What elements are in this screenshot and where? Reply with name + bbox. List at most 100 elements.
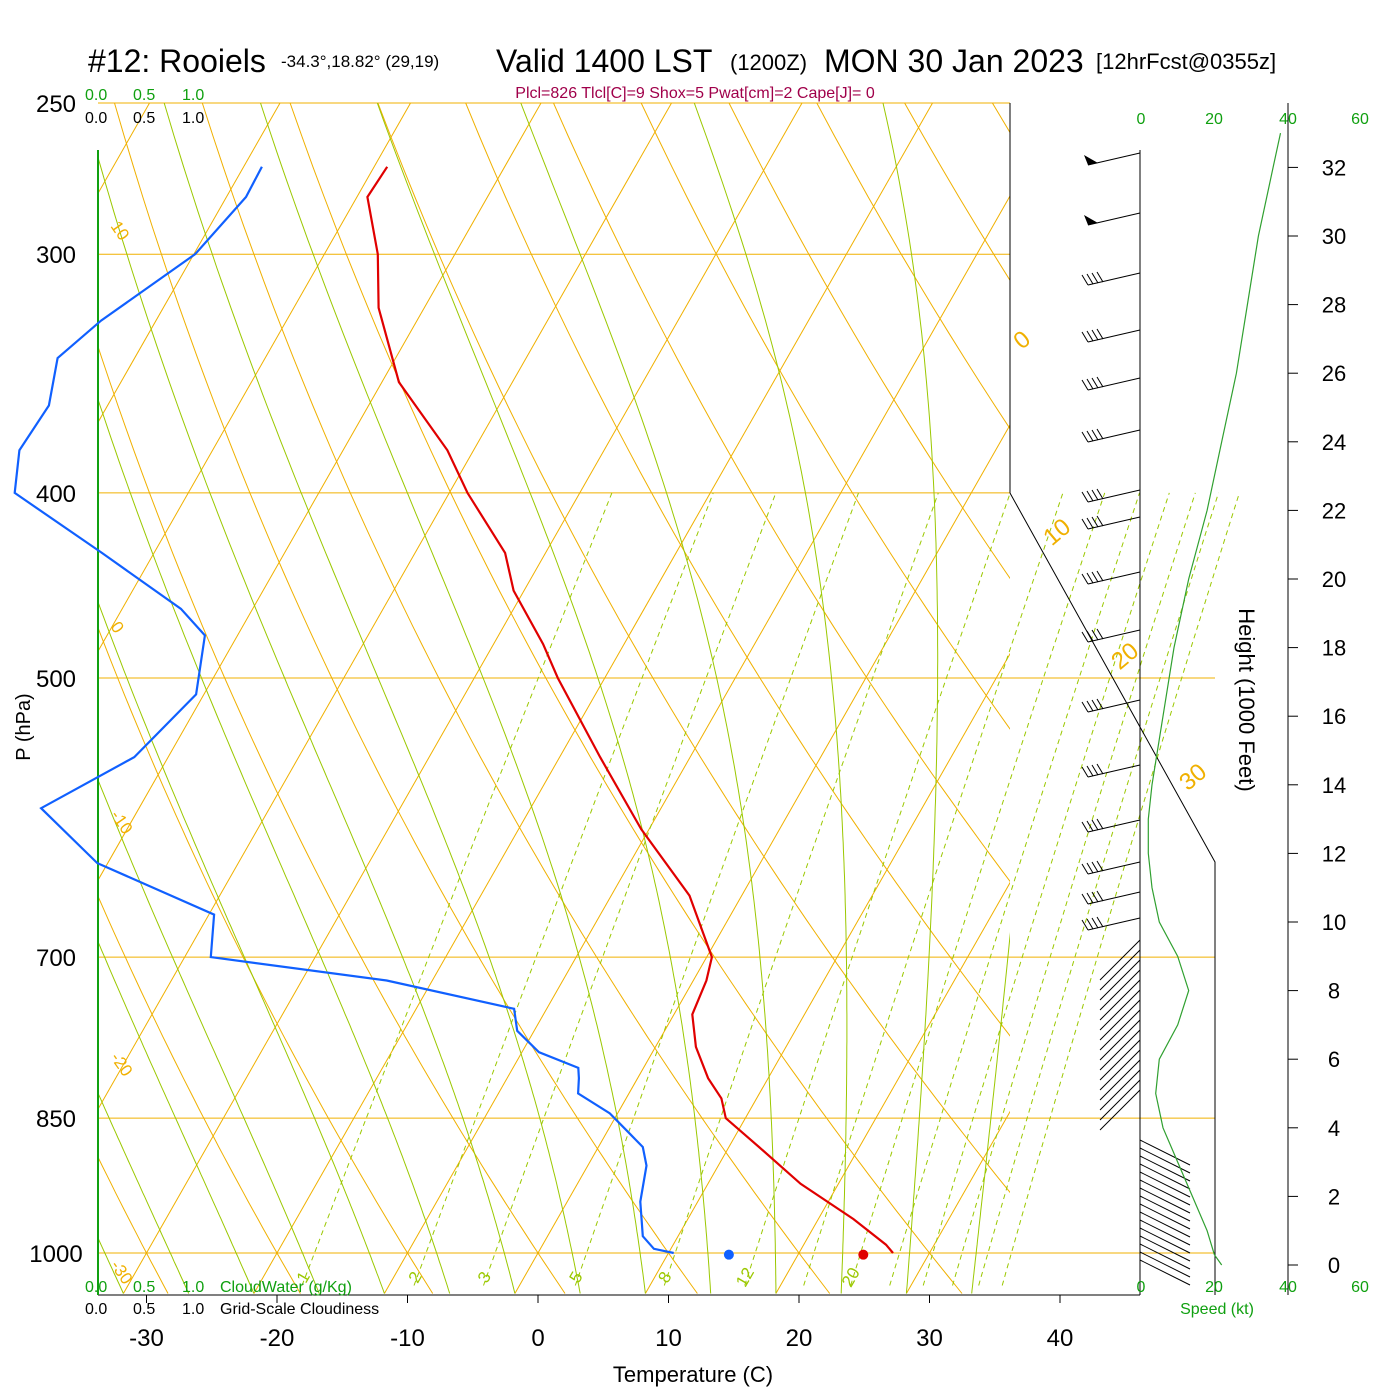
wind-barb — [1087, 861, 1141, 875]
wind-barb-feather — [1081, 431, 1089, 443]
forecast-date: MON 30 Jan 2023 — [824, 43, 1084, 79]
mixing-ratio-line — [301, 492, 613, 1286]
speed-axis-label: Speed (kt) — [1180, 1301, 1254, 1318]
dry-adiabat — [816, 103, 1010, 430]
dry-adiabat-right-label: 20 — [1106, 637, 1144, 675]
isotherm — [253, 103, 934, 1294]
cloud-scale-top: 0.0 0.5 1.0 0.0 0.5 1.0 — [85, 87, 204, 127]
cloud-bottom-green-2: 1.0 — [182, 1279, 204, 1296]
mixing-ratio-line — [889, 492, 1140, 1286]
isotherm — [1167, 86, 1400, 1293]
wind-barb-feather — [1081, 518, 1089, 530]
dry-adiabat — [1344, 103, 1400, 1294]
isobar-lines — [98, 102, 1215, 1254]
wind-barb — [1087, 489, 1141, 503]
isotherm — [514, 423, 1010, 1294]
mixing-ratio-line — [850, 492, 1106, 1286]
wind-barb — [1099, 959, 1141, 1001]
wind-barb — [1099, 1069, 1141, 1111]
height-tick-label: 28 — [1322, 293, 1346, 318]
wind-barb — [1087, 699, 1141, 713]
height-tick-label: 12 — [1322, 841, 1346, 866]
y-axis-title: P (hPa) — [13, 693, 35, 760]
moist-adiabat — [98, 778, 320, 1294]
wind-barb-feather — [1086, 892, 1094, 904]
dry-adiabat — [201, 103, 831, 1294]
wind-barb-feather — [1096, 916, 1104, 928]
dry-adiabat-label: -30 — [107, 1257, 137, 1288]
dry-adiabat — [98, 1155, 169, 1294]
wind-barb — [1087, 764, 1141, 778]
wind-barb — [1099, 999, 1141, 1041]
isotherm — [775, 881, 1010, 1294]
sounding-traces — [13, 166, 894, 1260]
cloud-top-black-1: 0.5 — [133, 110, 155, 127]
height-tick-label: 30 — [1322, 224, 1346, 249]
sounding-indices: Plcl=826 Tlcl[C]=9 Shox=5 Pwat[cm]=2 Cap… — [515, 85, 875, 102]
height-tick-label: 16 — [1322, 704, 1346, 729]
x-tick-label: 40 — [1047, 1325, 1074, 1352]
dry-adiabat — [114, 103, 698, 1294]
wind-barb — [1139, 1139, 1191, 1166]
mixing-ratio-line — [1001, 492, 1240, 1286]
wind-barb-feather — [1096, 818, 1104, 830]
wind-barb — [1139, 1235, 1191, 1262]
wind-barb-feather — [1091, 516, 1099, 528]
station-coords: -34.3°,18.82° (29,19) — [281, 52, 439, 71]
height-tick-label: 32 — [1322, 155, 1346, 180]
station-title: #12: Rooiels — [88, 43, 266, 79]
wind-barb-feather — [1096, 698, 1104, 710]
dewpoint-line — [13, 166, 674, 1255]
mixing-ratio-line — [413, 492, 714, 1286]
isotherm — [98, 103, 151, 195]
wind-barb-feather — [1086, 517, 1094, 529]
y-tick-label: 700 — [36, 945, 76, 972]
cloud-top-green-0: 0.0 — [85, 87, 107, 104]
y-tick-label: 500 — [36, 666, 76, 693]
height-tick-label: 0 — [1328, 1253, 1340, 1278]
x-tick-label: -10 — [390, 1325, 425, 1352]
moist-adiabat — [971, 932, 1010, 1294]
wind-barb — [1139, 1195, 1191, 1222]
x-axis-title: Temperature (C) — [613, 1362, 773, 1387]
x-tick-label: 0 — [531, 1325, 544, 1352]
moist-adiabat — [693, 103, 848, 1294]
mixing-ratio-line — [952, 492, 1196, 1286]
speed-axis-bottom: 0 20 40 60 Speed (kt) — [1137, 1279, 1369, 1318]
wind-barb-feather — [1091, 891, 1099, 903]
dry-adiabat — [640, 103, 1010, 730]
height-tick-label: 6 — [1328, 1047, 1340, 1072]
wind-barb-feather — [1081, 701, 1089, 713]
wind-barb-feather — [1086, 765, 1094, 777]
cloud-bottom-green-1: 0.5 — [133, 1279, 155, 1296]
isotherm — [383, 195, 1010, 1294]
wind-barb-feather — [1086, 430, 1094, 442]
wind-barb-feather — [1096, 763, 1104, 775]
dry-adiabat — [98, 345, 566, 1294]
mixing-ratio-line — [744, 492, 1011, 1286]
dry-adiabat — [553, 103, 1010, 883]
cloud-bottom-black-2: 1.0 — [182, 1301, 204, 1318]
wind-barb-feather — [1086, 820, 1094, 832]
moist-adiabat — [98, 600, 385, 1294]
wind-barb-flag — [1084, 155, 1098, 165]
cloud-bottom-green-0: 0.0 — [85, 1279, 107, 1296]
wind-barb — [1139, 1147, 1191, 1174]
cloud-bottom-black-0: 0.0 — [85, 1301, 107, 1318]
wind-barb — [1099, 939, 1141, 981]
wind-barb-feather — [1086, 490, 1094, 502]
isotherm — [1298, 86, 1400, 1293]
moist-adiabat — [98, 397, 451, 1294]
wind-barb — [1087, 329, 1141, 343]
x-tick-label: 30 — [916, 1325, 943, 1352]
speed-top-tick-2: 40 — [1279, 111, 1297, 128]
wind-barb — [1139, 1227, 1191, 1254]
wind-barb — [1139, 1219, 1191, 1246]
height-tick-label: 18 — [1322, 636, 1346, 661]
speed-axis-top: 0 20 40 60 — [1137, 111, 1369, 128]
y-tick-label: 850 — [36, 1106, 76, 1133]
wind-barb-feather — [1086, 330, 1094, 342]
wind-barb-feather — [1086, 273, 1094, 285]
height-tick-label: 10 — [1322, 910, 1346, 935]
